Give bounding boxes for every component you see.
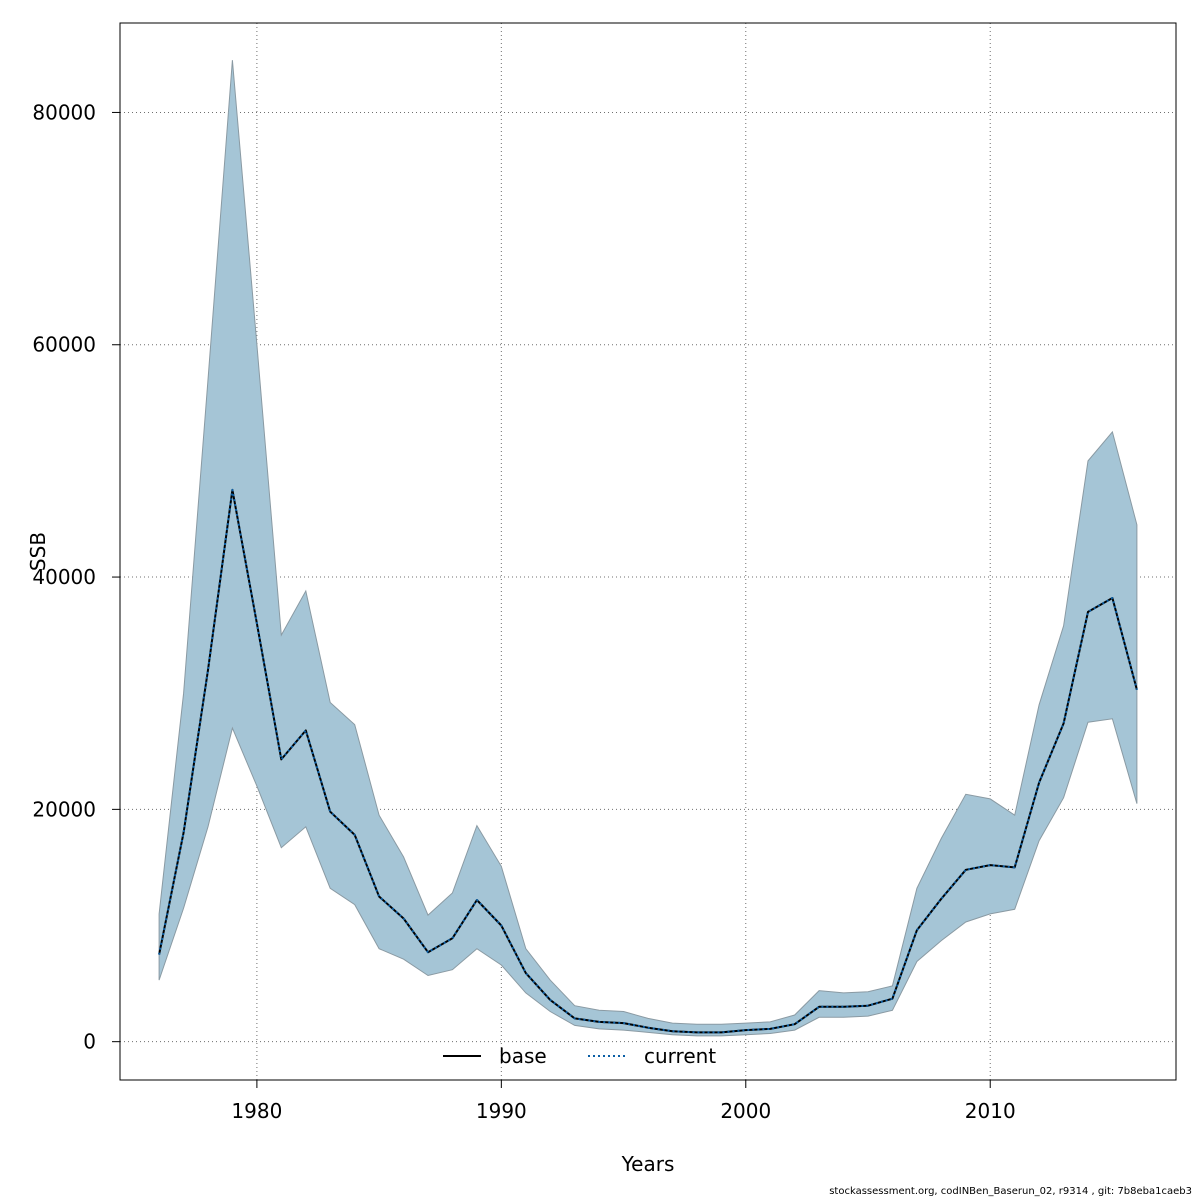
confidence-band [158,60,1138,1037]
legend-label-base: base [499,1044,547,1068]
y-axis-ticks: 0 20000 40000 60000 80000 [32,100,120,1054]
series-line-current [158,488,1138,1034]
legend-label-current: current [644,1044,716,1068]
legend: base current [443,1044,716,1068]
x-axis-label: Years [621,1152,675,1176]
y-tick-label: 40000 [32,565,96,589]
plot-frame [119,22,1177,1081]
footer-credit: stockassessment.org, codINBen_Baserun_02… [829,1186,1192,1197]
y-tick-label: 0 [83,1030,96,1054]
y-tick-label: 80000 [32,100,96,124]
y-axis-label: SSB [26,532,50,571]
confidence-band-group [158,60,1138,1037]
x-tick-label: 1990 [476,1099,527,1123]
x-axis-ticks: 1980 1990 2000 2010 [231,1080,1016,1123]
y-tick-label: 60000 [32,333,96,357]
x-tick-label: 2010 [965,1099,1016,1123]
x-tick-label: 1980 [231,1099,282,1123]
y-tick-label: 20000 [32,797,96,821]
grid-lines [120,23,1176,1080]
series-lines [158,488,1138,1034]
x-tick-label: 2000 [720,1099,771,1123]
